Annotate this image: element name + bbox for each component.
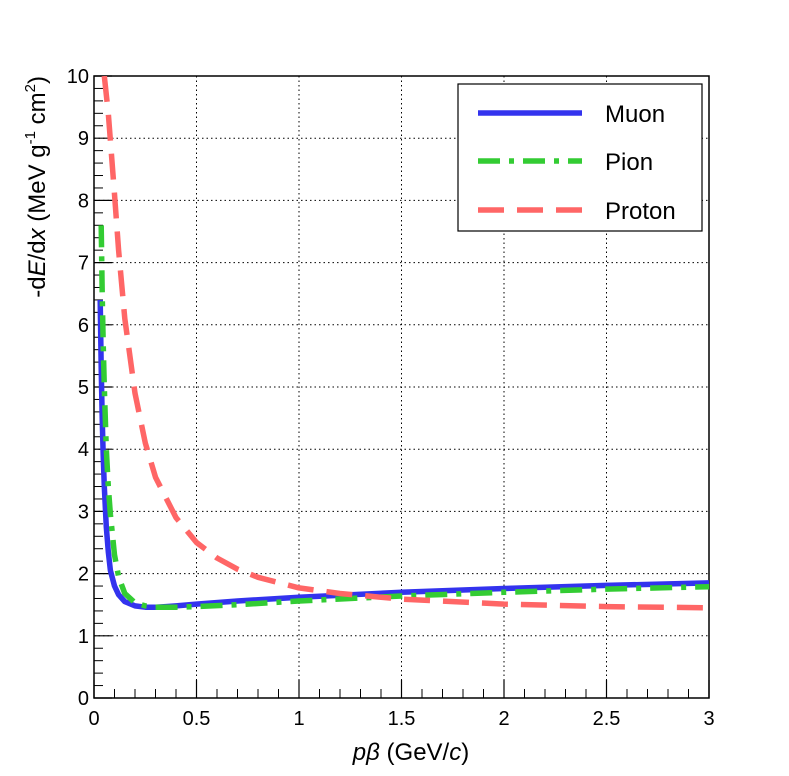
y-tick-label: 8 xyxy=(78,190,89,212)
x-tick-label: 2.5 xyxy=(593,708,621,730)
y-axis-unit-b: cm xyxy=(24,92,51,131)
y-axis-title: -dE/dx (MeV g-1 cm2) xyxy=(22,76,51,298)
y-tick-label: 10 xyxy=(67,66,89,88)
legend-label-muon: Muon xyxy=(605,101,665,128)
proton-series-line xyxy=(101,76,709,611)
y-axis-sup2: 2 xyxy=(22,84,39,92)
x-axis-p: p xyxy=(352,739,366,766)
x-axis-unit-open: (GeV/ xyxy=(380,739,450,766)
x-axis-beta: β xyxy=(365,739,380,766)
y-axis-unit-a: (MeV g xyxy=(24,144,51,228)
y-axis-x: x xyxy=(24,227,51,241)
y-axis-sup1: -1 xyxy=(22,131,39,144)
y-tick-label: 6 xyxy=(78,315,89,337)
x-tick-label: 1 xyxy=(293,708,304,730)
y-tick-label: 0 xyxy=(78,688,89,710)
legend: Muon Pion Proton xyxy=(457,83,703,232)
y-tick-label: 5 xyxy=(78,377,89,399)
x-tick-label: 1.5 xyxy=(388,708,416,730)
y-tick-label: 2 xyxy=(78,564,89,586)
legend-label-proton: Proton xyxy=(605,198,676,225)
muon-series-line xyxy=(97,299,709,610)
x-tick-label: 0 xyxy=(88,708,99,730)
y-axis-slash-d: /d xyxy=(24,240,51,260)
legend-items: Muon Pion Proton xyxy=(478,101,676,225)
pion-series-line xyxy=(98,225,709,610)
legend-label-pion: Pion xyxy=(605,149,653,176)
y-tick-label: 1 xyxy=(78,626,89,648)
x-tick-label: 0.5 xyxy=(183,708,211,730)
x-tick-label: 2 xyxy=(498,708,509,730)
y-tick-label: 4 xyxy=(78,439,89,461)
x-axis-unit-c: c xyxy=(449,739,461,766)
x-axis-unit-close: ) xyxy=(461,739,469,766)
y-axis-unit-c: ) xyxy=(24,76,51,84)
x-axis-title: pβ (GeV/c) xyxy=(352,739,469,766)
y-tick-label: 3 xyxy=(78,501,89,523)
y-tick-label: 9 xyxy=(78,128,89,150)
y-tick-label: 7 xyxy=(78,253,89,275)
y-axis-E: E xyxy=(24,259,51,276)
legend-box xyxy=(457,83,703,232)
x-tick-label: 3 xyxy=(703,708,714,730)
tick-labels: 0 0.5 1 1.5 2 2.5 3 0 1 2 3 4 5 6 7 8 9 10 xyxy=(67,66,715,730)
series-layer xyxy=(97,76,709,611)
y-axis-d1: -d xyxy=(24,276,51,297)
